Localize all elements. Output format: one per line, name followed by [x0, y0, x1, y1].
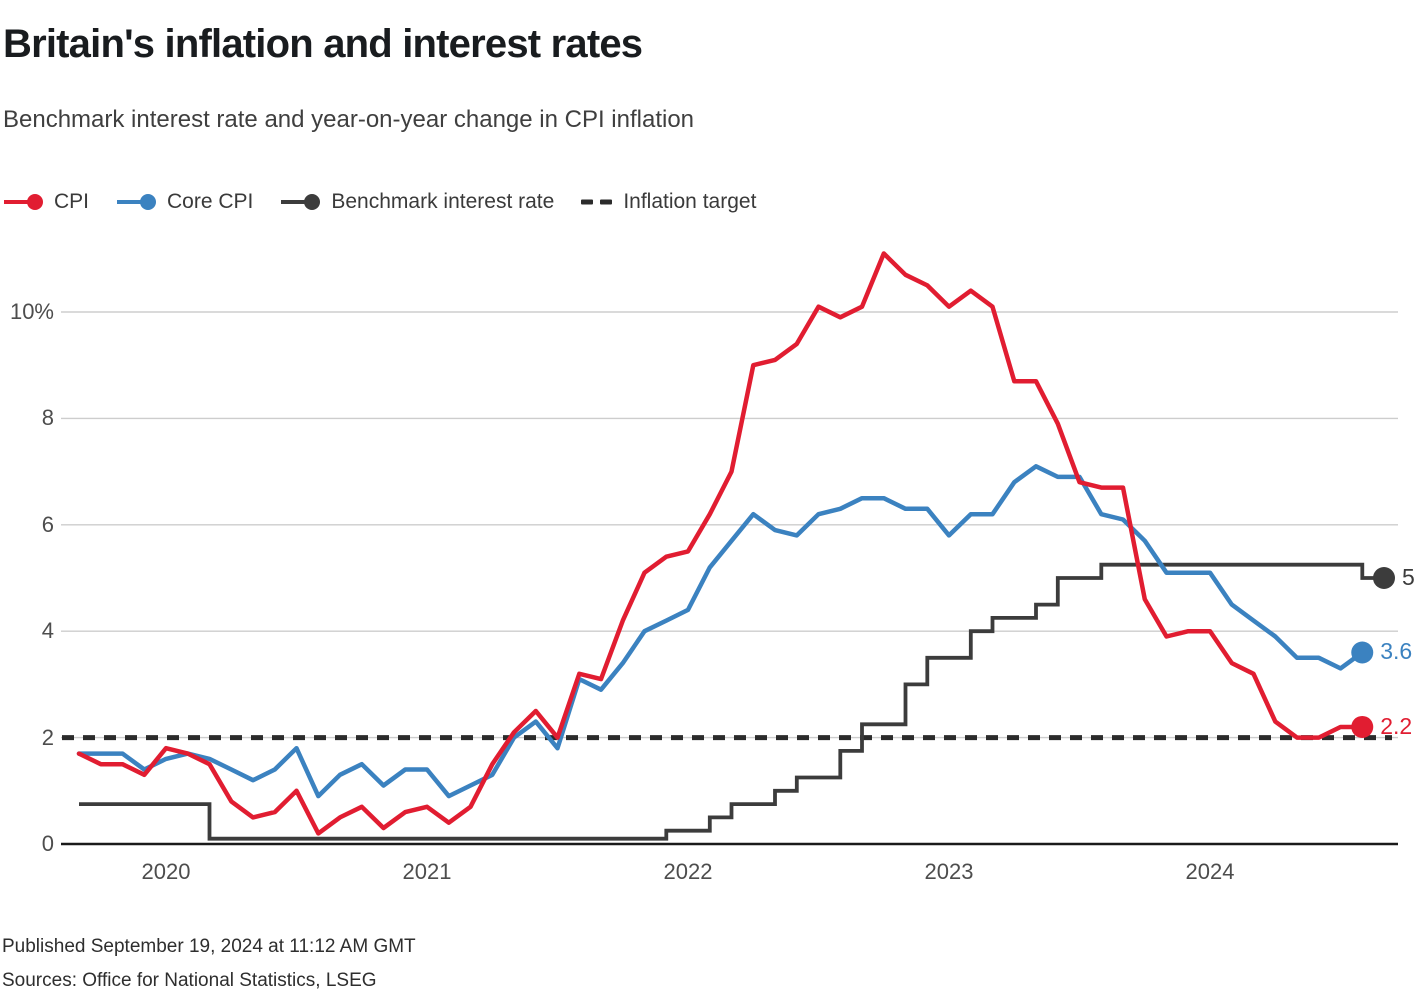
legend-item-benchmark-rate: Benchmark interest rate	[280, 190, 554, 214]
cpi-end-dot	[1351, 715, 1374, 738]
x-tick-label: 2022	[663, 859, 713, 884]
core-cpi-line	[76, 464, 1365, 799]
y-tick-label: 0	[41, 831, 54, 856]
legend-item-cpi: CPI	[3, 190, 89, 214]
legend-label: Core CPI	[167, 190, 254, 213]
chart-plot-svg	[61, 251, 1398, 846]
line-dot-marker-icon	[4, 194, 43, 210]
benchmark-interest-rate-line	[79, 562, 1384, 841]
chart-subtitle: Benchmark interest rate and year-on-year…	[3, 106, 695, 133]
core-cpi-end-value: 3.6	[1380, 638, 1413, 665]
line-dot-marker-icon	[281, 194, 321, 210]
y-tick-label: 2	[41, 724, 54, 750]
legend-label: Inflation target	[623, 190, 757, 213]
benchmark-interest-rate-end-dot	[1373, 567, 1395, 589]
benchmark-rate-end-value: 5	[1402, 564, 1415, 590]
legend-item-inflation-target: Inflation target	[581, 190, 756, 214]
legend-label: CPI	[54, 190, 90, 213]
core-cpi-end-dot	[1351, 641, 1374, 664]
legend: CPI Core CPI Benchmark interest rate Inf…	[3, 190, 756, 214]
dashed-line-marker-icon	[581, 199, 613, 205]
cpi-end-value: 2.2	[1380, 712, 1413, 739]
x-tick-label: 2021	[402, 859, 452, 884]
line-dot-marker-icon	[117, 194, 157, 210]
x-tick-label: 2020	[141, 859, 191, 884]
page-title: Britain's inflation and interest rates	[3, 22, 643, 66]
y-tick-label: 4	[41, 618, 54, 644]
chart-footer: Published September 19, 2024 at 11:12 AM…	[2, 930, 416, 998]
y-tick-label: 6	[41, 511, 54, 537]
x-tick-label: 2024	[1185, 859, 1235, 884]
y-tick-label: 8	[41, 405, 54, 431]
y-tick-label: 10%	[9, 299, 54, 324]
published-timestamp: Published September 19, 2024 at 11:12 AM…	[2, 936, 416, 957]
legend-label: Benchmark interest rate	[331, 190, 555, 213]
sources-note: Sources: Office for National Statistics,…	[2, 970, 377, 991]
x-tick-label: 2023	[924, 859, 974, 884]
legend-item-core-cpi: Core CPI	[116, 190, 253, 214]
cpi-line	[76, 251, 1365, 836]
